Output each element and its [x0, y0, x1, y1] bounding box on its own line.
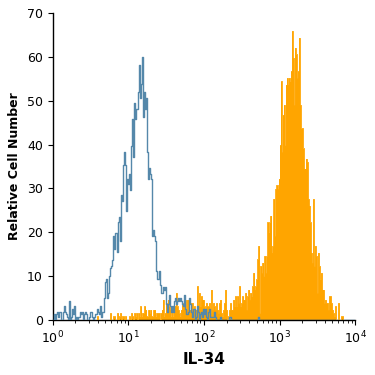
Y-axis label: Relative Cell Number: Relative Cell Number: [8, 93, 21, 240]
X-axis label: IL-34: IL-34: [183, 352, 225, 367]
